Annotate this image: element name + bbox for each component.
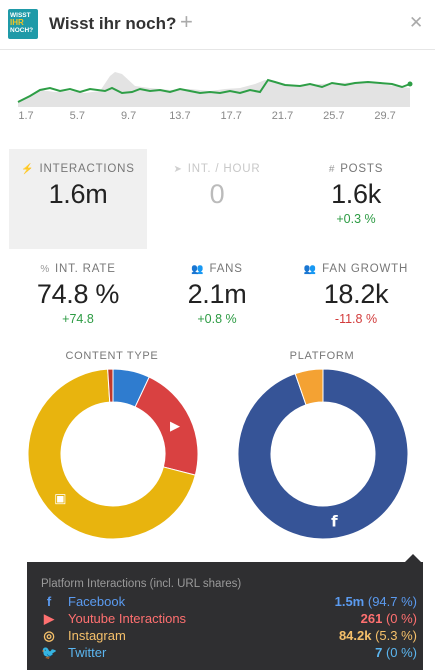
stat-change: +0.8 % [197,312,237,326]
tooltip-row-value: 7 (0 %) [375,645,417,660]
tooltip-row-value: 261 (0 %) [361,611,417,626]
bolt-icon: ⚡ [21,164,35,175]
stat-posts[interactable]: # POSTS 1.6k +0.3 % [287,149,425,249]
stat-value: 2.1m [187,279,247,309]
content-type-chart: ▶▣ [27,368,199,540]
stat-label: INT. / HOUR [187,163,261,175]
donut-slice[interactable] [237,368,409,540]
stat-label: INT. RATE [55,263,116,275]
tooltip-row-name: Instagram [68,628,126,643]
tooltip-row: ◎ Instagram 84.2k (5.3 %) [41,628,417,645]
stat-value: 74.8 % [36,279,120,309]
tooltip-row-name: Facebook [68,594,126,609]
stat-value: 0 [209,179,225,209]
platform-tooltip: Platform Interactions (incl. URL shares)… [27,554,423,670]
tooltip-row-value: 1.5m (94.7 %) [335,594,417,609]
content-type-title: CONTENT TYPE [65,350,159,362]
stat-value: 18.2k [323,279,389,309]
rocket-icon: ➤ [173,164,183,175]
tooltip-row: 🐦 Twitter 7 (0 %) [41,645,417,662]
sparkline-tick-label: 29.7 [374,110,395,122]
stat-change: -11.8 % [334,312,378,326]
sparkline-area [18,72,410,107]
logo-line3: NOCH? [10,27,34,34]
stat-label: FANS [209,263,243,275]
close-icon[interactable]: ✕ [409,13,424,32]
sparkline-end-dot [407,81,413,87]
platform-title: PLATFORM [289,350,355,362]
logo-line1: WISST [10,12,31,19]
stat-label: POSTS [340,163,384,175]
sparkline-tick-label: 25.7 [323,110,344,122]
sparkline-chart: 1.7 5.7 9.7 13.7 17.7 21.7 25.7 29.7 [17,72,413,122]
tooltip-row: f Facebook 1.5m (94.7 %) [41,594,417,611]
hash-icon: # [328,164,336,175]
sparkline-tick-label: 17.7 [220,110,241,122]
tooltip-row: ▶ Youtube Interactions 261 (0 %) [41,611,417,628]
tooltip-row-number: 261 [360,611,386,626]
page-logo: WISST IHR NOCH? [8,9,38,39]
tooltip-row-name: Twitter [68,645,107,660]
stat-change: +74.8 [62,312,94,326]
twitter-icon: 🐦 [41,645,58,660]
stat-int-hour[interactable]: ➤ INT. / HOUR 0 [148,149,286,249]
stat-int-rate[interactable]: % INT. RATE 74.8 % +74.8 [9,249,147,349]
sparkline-tick-label: 5.7 [70,110,85,122]
plus-icon[interactable]: + [180,9,193,34]
stat-value: 1.6k [331,179,381,209]
tooltip-row-percent: (0 %) [385,611,417,626]
sparkline-tick-label: 21.7 [272,110,293,122]
stat-value: 1.6m [48,179,108,209]
stat-fans[interactable]: 👥 FANS 2.1m +0.8 % [148,249,286,349]
stat-label: FAN GROWTH [322,263,409,275]
tooltip-row-number: 1.5m [334,594,368,609]
tooltip-row-number: 7 [375,645,386,660]
donut-slice[interactable] [134,376,199,476]
donut-slice[interactable] [294,368,324,406]
youtube-icon: ▶ [44,611,54,626]
youtube-icon: ▶ [170,419,180,434]
sparkline-tick-label: 1.7 [18,110,33,122]
page-title: Wisst ihr noch? [49,14,177,33]
tooltip-title: Platform Interactions (incl. URL shares) [41,578,242,590]
donut-slice[interactable] [107,368,114,403]
donut-slice[interactable] [27,368,196,540]
tooltip-row-percent: (5.3 %) [375,628,417,643]
stat-fan-growth[interactable]: 👥 FAN GROWTH 18.2k -11.8 % [287,249,425,349]
users-icon: 👥 [303,264,318,275]
facebook-icon: f [331,513,338,531]
sparkline-line [17,78,411,103]
percent-icon: % [40,264,51,275]
facebook-icon: f [46,594,52,609]
sparkline-x-axis: 1.7 5.7 9.7 13.7 17.7 21.7 25.7 29.7 [18,110,395,122]
tooltip-row-number: 84.2k [338,628,376,643]
tooltip-row-name: Youtube Interactions [68,611,187,626]
tooltip-row-percent: (0 %) [385,645,417,660]
tooltip-row-value: 84.2k (5.3 %) [339,628,417,643]
sparkline-tick-label: 13.7 [169,110,190,122]
image-icon: ▣ [54,492,66,507]
sparkline-tick-label: 9.7 [121,110,136,122]
logo-line2: IHR [10,18,24,27]
tooltip-row-percent: (94.7 %) [367,594,417,609]
header: WISST IHR NOCH? Wisst ihr noch? + ✕ [0,0,435,50]
users-icon: 👥 [191,264,205,275]
platform-chart: f [237,368,409,540]
stat-label: INTERACTIONS [39,163,135,175]
instagram-icon: ◎ [43,628,55,643]
stat-change: +0.3 % [336,212,376,226]
stat-interactions[interactable]: ⚡ INTERACTIONS 1.6m [9,149,147,249]
